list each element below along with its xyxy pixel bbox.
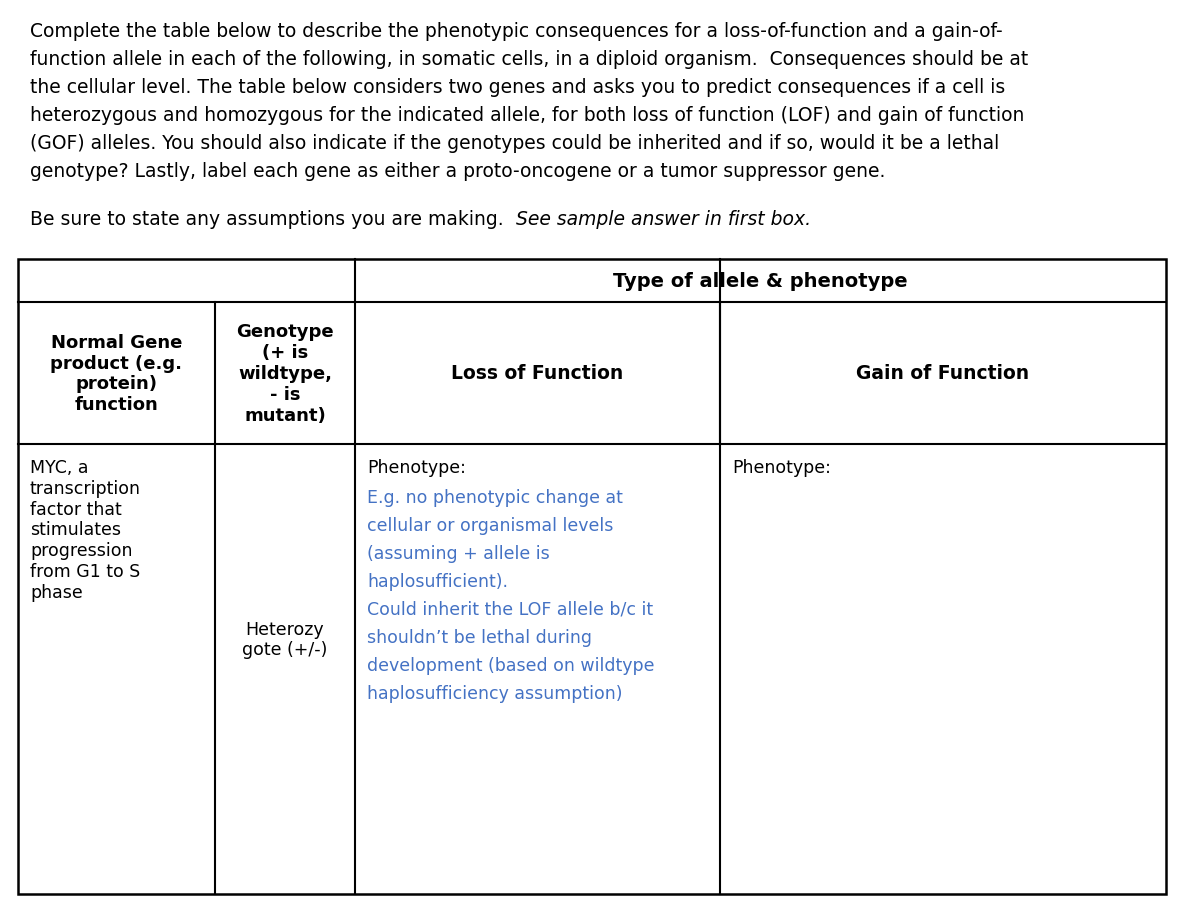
Text: Could inherit the LOF allele b/c it: Could inherit the LOF allele b/c it (367, 600, 654, 619)
Text: Normal Gene
product (e.g.
protein)
function: Normal Gene product (e.g. protein) funct… (51, 333, 182, 414)
Text: haplosufficiency assumption): haplosufficiency assumption) (367, 684, 623, 703)
Text: genotype? Lastly, label each gene as either a proto-oncogene or a tumor suppress: genotype? Lastly, label each gene as eit… (30, 162, 886, 181)
Text: shouldn’t be lethal during: shouldn’t be lethal during (367, 628, 592, 647)
Text: Phenotype:: Phenotype: (732, 459, 831, 477)
Text: See sample answer in first box.: See sample answer in first box. (515, 209, 811, 228)
Text: E.g. no phenotypic change at: E.g. no phenotypic change at (367, 489, 623, 507)
Text: heterozygous and homozygous for the indicated allele, for both loss of function : heterozygous and homozygous for the indi… (30, 106, 1024, 125)
Text: cellular or organismal levels: cellular or organismal levels (367, 517, 613, 535)
Text: Gain of Function: Gain of Function (856, 364, 1030, 383)
Text: (GOF) alleles. You should also indicate if the genotypes could be inherited and : (GOF) alleles. You should also indicate … (30, 134, 999, 153)
Text: function allele in each of the following, in somatic cells, in a diploid organis: function allele in each of the following… (30, 50, 1028, 69)
Text: Be sure to state any assumptions you are making.: Be sure to state any assumptions you are… (30, 209, 515, 228)
Bar (18, 260, 1166, 894)
Text: the cellular level. The table below considers two genes and asks you to predict : the cellular level. The table below cons… (30, 78, 1005, 97)
Text: (assuming + allele is: (assuming + allele is (367, 545, 549, 563)
Text: Complete the table below to describe the phenotypic consequences for a loss-of-f: Complete the table below to describe the… (30, 22, 1003, 41)
Text: Type of allele & phenotype: Type of allele & phenotype (613, 272, 908, 291)
Text: MYC, a
transcription
factor that
stimulates
progression
from G1 to S
phase: MYC, a transcription factor that stimula… (30, 459, 141, 601)
Text: development (based on wildtype: development (based on wildtype (367, 656, 655, 675)
Text: Loss of Function: Loss of Function (451, 364, 624, 383)
Text: Genotype
(+ is
wildtype,
- is
mutant): Genotype (+ is wildtype, - is mutant) (236, 323, 334, 424)
Text: haplosufficient).: haplosufficient). (367, 573, 508, 591)
Text: Heterozy
gote (+/-): Heterozy gote (+/-) (243, 620, 328, 658)
Text: Phenotype:: Phenotype: (367, 459, 465, 477)
